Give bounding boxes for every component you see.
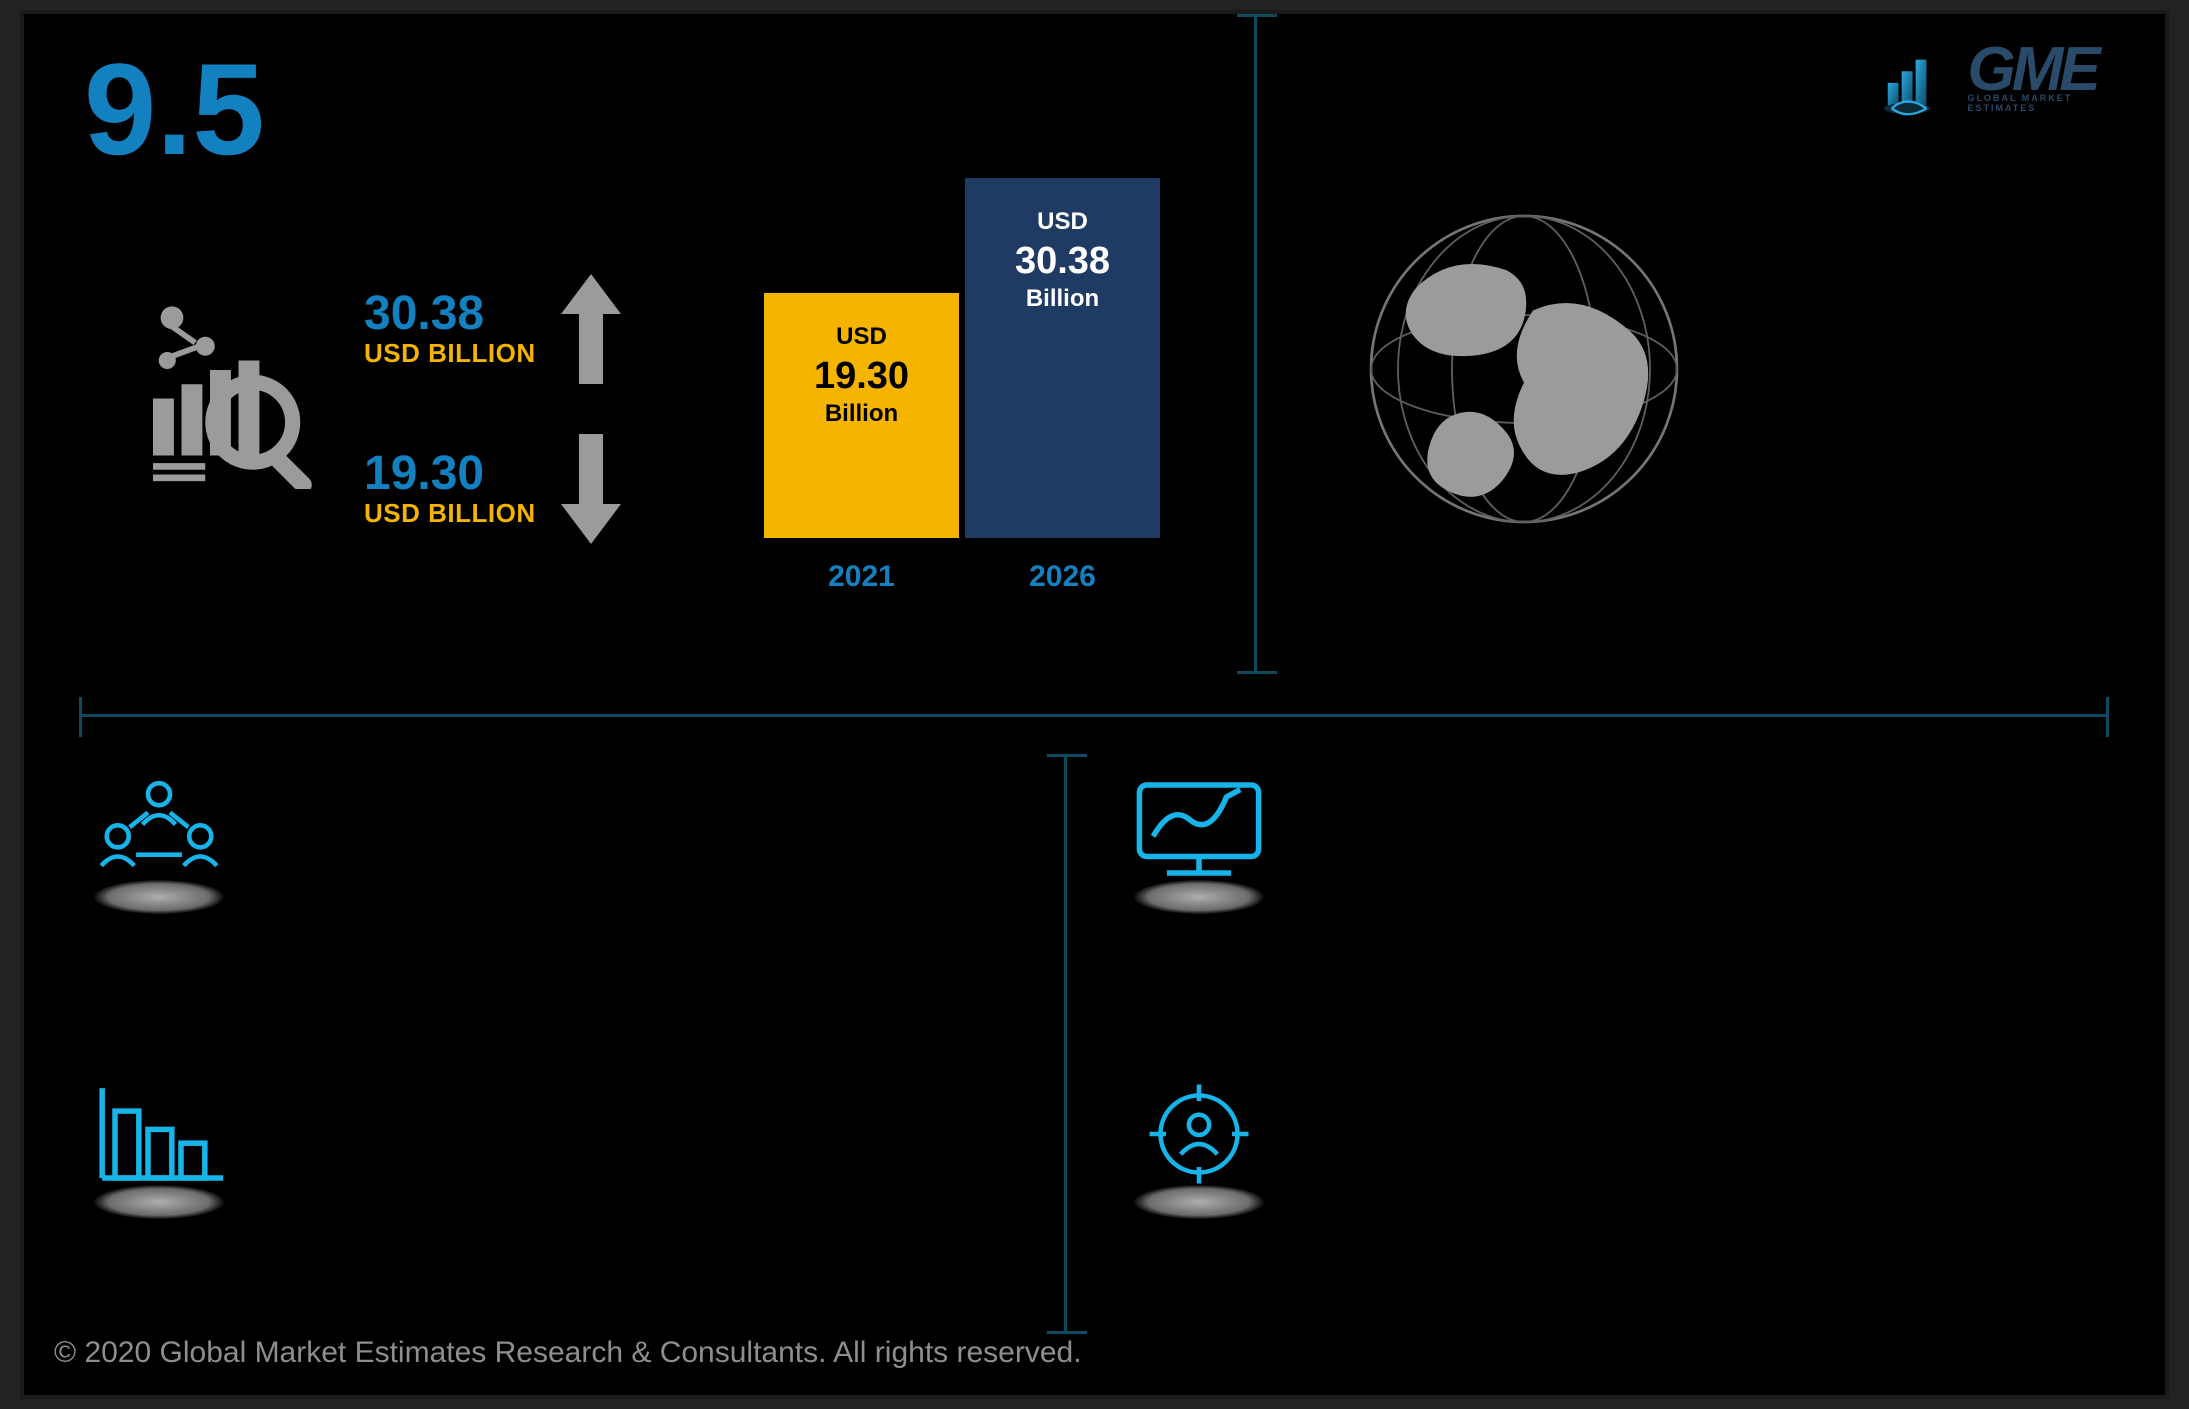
logo-globe-icon: [1880, 39, 1957, 119]
target-person-icon: [1119, 1079, 1279, 1219]
headline-number: 9.5: [84, 44, 265, 174]
brand-logo: GME GLOBAL MARKET ESTIMATES: [1880, 29, 2140, 129]
bar-chart-icon: [79, 1079, 239, 1219]
bar-2026: USD 30.38Billion: [965, 178, 1160, 538]
bar-currency: USD: [1037, 208, 1088, 236]
copyright-footer: © 2020 Global Market Estimates Research …: [54, 1336, 1082, 1370]
low-unit: USD BILLION: [364, 498, 536, 529]
bar-value: 19.30: [814, 355, 909, 398]
arrow-down-icon: [561, 434, 621, 544]
bar-currency: USD: [836, 323, 887, 351]
high-unit: USD BILLION: [364, 338, 536, 369]
vertical-divider-bottom: [1064, 754, 1067, 1334]
bar-2021: USD 19.30Billion: [764, 293, 959, 538]
bar-value: 30.38: [1015, 240, 1110, 283]
vertical-divider-top: [1254, 14, 1257, 674]
logo-text: GME: [1967, 45, 2140, 95]
network-people-icon: [79, 774, 239, 914]
bar-unit: Billion: [825, 400, 898, 428]
high-value-row: 30.38 USD BILLION: [364, 274, 684, 384]
high-value: 30.38: [364, 290, 536, 338]
low-value: 19.30: [364, 450, 536, 498]
monitor-trend-icon: [1119, 774, 1279, 914]
analytics-icon: [134, 289, 324, 489]
arrow-up-icon: [561, 274, 621, 384]
bar-unit: Billion: [1026, 285, 1099, 313]
bar-year-label: 2026: [1029, 560, 1096, 594]
horizontal-divider: [79, 714, 2109, 717]
infographic-canvas: GME GLOBAL MARKET ESTIMATES 9.5: [20, 10, 2169, 1399]
high-low-block: 30.38 USD BILLION 19.30 USD BILLION: [364, 274, 684, 594]
market-size-bar-chart: USD19.30Billion2021USD30.38Billion2026: [764, 234, 1164, 654]
globe-icon: [1344, 189, 1704, 549]
low-value-row: 19.30 USD BILLION: [364, 434, 684, 544]
bar-year-label: 2021: [828, 560, 895, 594]
